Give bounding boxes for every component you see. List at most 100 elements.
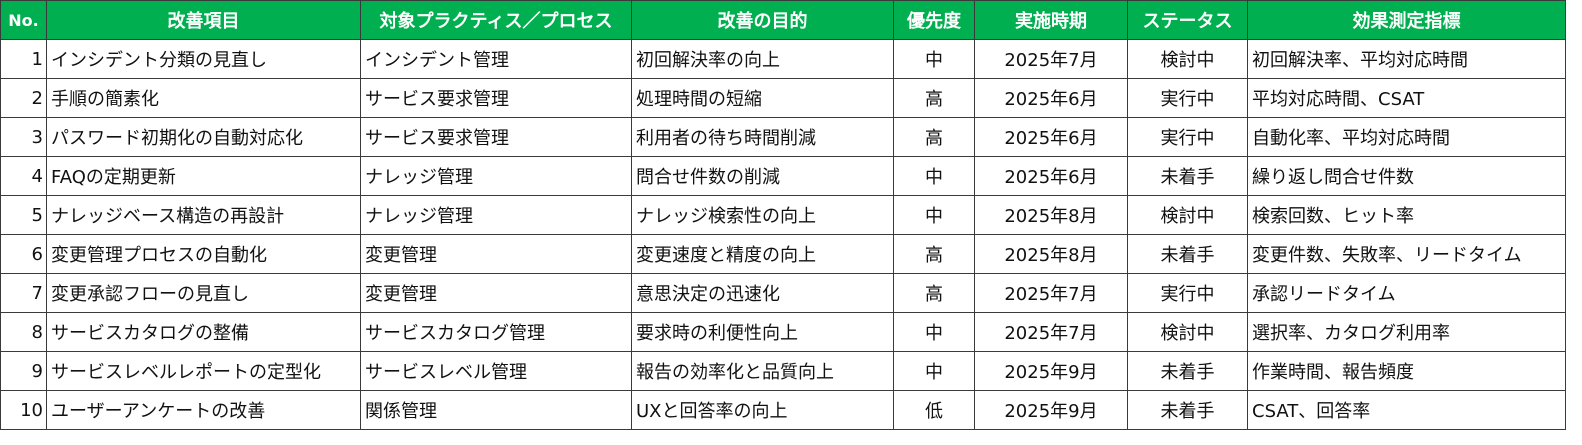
table-row: 3 パスワード初期化の自動対応化 サービス要求管理 利用者の待ち時間削減 高 2… [0, 117, 1566, 157]
cell-kpi: 初回解決率、平均対応時間 [1247, 39, 1566, 79]
cell-item: パスワード初期化の自動対応化 [46, 117, 361, 157]
cell-kpi: 検索回数、ヒット率 [1247, 195, 1566, 235]
cell-item: FAQの定期更新 [46, 156, 361, 196]
cell-purpose: 要求時の利便性向上 [631, 312, 894, 352]
header-period: 実施時期 [974, 0, 1128, 40]
cell-priority: 高 [893, 117, 975, 157]
cell-target: ナレッジ管理 [360, 195, 632, 235]
cell-purpose: ナレッジ検索性の向上 [631, 195, 894, 235]
cell-status: 実行中 [1127, 117, 1248, 157]
header-purpose: 改善の目的 [631, 0, 894, 40]
cell-kpi: 選択率、カタログ利用率 [1247, 312, 1566, 352]
cell-priority: 高 [893, 234, 975, 274]
cell-purpose: 報告の効率化と品質向上 [631, 351, 894, 391]
cell-target: インシデント管理 [360, 39, 632, 79]
header-no: No. [0, 0, 47, 40]
header-priority: 優先度 [893, 0, 975, 40]
cell-status: 実行中 [1127, 78, 1248, 118]
table-row: 1 インシデント分類の見直し インシデント管理 初回解決率の向上 中 2025年… [0, 39, 1566, 79]
cell-purpose: 変更速度と精度の向上 [631, 234, 894, 274]
cell-status: 未着手 [1127, 156, 1248, 196]
cell-priority: 低 [893, 390, 975, 430]
cell-target: サービスカタログ管理 [360, 312, 632, 352]
table-row: 9 サービスレベルレポートの定型化 サービスレベル管理 報告の効率化と品質向上 … [0, 351, 1566, 391]
table-row: 10 ユーザーアンケートの改善 関係管理 UXと回答率の向上 低 2025年9月… [0, 390, 1566, 430]
cell-no: 1 [0, 39, 47, 79]
cell-kpi: CSAT、回答率 [1247, 390, 1566, 430]
cell-item: 変更承認フローの見直し [46, 273, 361, 313]
table-row: 4 FAQの定期更新 ナレッジ管理 問合せ件数の削減 中 2025年6月 未着手… [0, 156, 1566, 196]
cell-status: 検討中 [1127, 195, 1248, 235]
cell-status: 検討中 [1127, 312, 1248, 352]
cell-status: 未着手 [1127, 234, 1248, 274]
cell-item: 変更管理プロセスの自動化 [46, 234, 361, 274]
cell-period: 2025年9月 [974, 390, 1128, 430]
cell-period: 2025年7月 [974, 312, 1128, 352]
cell-kpi: 繰り返し問合せ件数 [1247, 156, 1566, 196]
cell-item: サービスカタログの整備 [46, 312, 361, 352]
table-row: 8 サービスカタログの整備 サービスカタログ管理 要求時の利便性向上 中 202… [0, 312, 1566, 352]
improvement-table: No. 改善項目 対象プラクティス／プロセス 改善の目的 優先度 実施時期 ステ… [0, 0, 1566, 430]
cell-priority: 中 [893, 195, 975, 235]
cell-period: 2025年8月 [974, 195, 1128, 235]
cell-kpi: 平均対応時間、CSAT [1247, 78, 1566, 118]
cell-period: 2025年9月 [974, 351, 1128, 391]
cell-item: インシデント分類の見直し [46, 39, 361, 79]
cell-period: 2025年6月 [974, 156, 1128, 196]
cell-kpi: 作業時間、報告頻度 [1247, 351, 1566, 391]
cell-no: 7 [0, 273, 47, 313]
cell-kpi: 変更件数、失敗率、リードタイム [1247, 234, 1566, 274]
table-row: 2 手順の簡素化 サービス要求管理 処理時間の短縮 高 2025年6月 実行中 … [0, 78, 1566, 118]
table-body: 1 インシデント分類の見直し インシデント管理 初回解決率の向上 中 2025年… [0, 39, 1566, 430]
cell-period: 2025年7月 [974, 39, 1128, 79]
cell-purpose: 問合せ件数の削減 [631, 156, 894, 196]
header-kpi: 効果測定指標 [1247, 0, 1566, 40]
cell-item: ユーザーアンケートの改善 [46, 390, 361, 430]
cell-target: サービス要求管理 [360, 117, 632, 157]
cell-status: 検討中 [1127, 39, 1248, 79]
cell-period: 2025年6月 [974, 117, 1128, 157]
cell-priority: 中 [893, 351, 975, 391]
cell-target: 関係管理 [360, 390, 632, 430]
cell-period: 2025年8月 [974, 234, 1128, 274]
header-item: 改善項目 [46, 0, 361, 40]
cell-no: 2 [0, 78, 47, 118]
table-row: 7 変更承認フローの見直し 変更管理 意思決定の迅速化 高 2025年7月 実行… [0, 273, 1566, 313]
cell-status: 未着手 [1127, 390, 1248, 430]
cell-priority: 高 [893, 273, 975, 313]
cell-period: 2025年6月 [974, 78, 1128, 118]
cell-item: ナレッジベース構造の再設計 [46, 195, 361, 235]
cell-item: サービスレベルレポートの定型化 [46, 351, 361, 391]
header-row: No. 改善項目 対象プラクティス／プロセス 改善の目的 優先度 実施時期 ステ… [0, 0, 1566, 40]
cell-no: 6 [0, 234, 47, 274]
cell-target: 変更管理 [360, 273, 632, 313]
cell-no: 8 [0, 312, 47, 352]
cell-purpose: 利用者の待ち時間削減 [631, 117, 894, 157]
cell-no: 9 [0, 351, 47, 391]
cell-target: ナレッジ管理 [360, 156, 632, 196]
cell-purpose: UXと回答率の向上 [631, 390, 894, 430]
cell-purpose: 処理時間の短縮 [631, 78, 894, 118]
cell-target: サービスレベル管理 [360, 351, 632, 391]
cell-target: サービス要求管理 [360, 78, 632, 118]
cell-status: 実行中 [1127, 273, 1248, 313]
header-target: 対象プラクティス／プロセス [360, 0, 632, 40]
cell-no: 5 [0, 195, 47, 235]
cell-kpi: 自動化率、平均対応時間 [1247, 117, 1566, 157]
cell-kpi: 承認リードタイム [1247, 273, 1566, 313]
table-row: 6 変更管理プロセスの自動化 変更管理 変更速度と精度の向上 高 2025年8月… [0, 234, 1566, 274]
cell-priority: 中 [893, 39, 975, 79]
cell-period: 2025年7月 [974, 273, 1128, 313]
cell-purpose: 意思決定の迅速化 [631, 273, 894, 313]
table-row: 5 ナレッジベース構造の再設計 ナレッジ管理 ナレッジ検索性の向上 中 2025… [0, 195, 1566, 235]
cell-priority: 高 [893, 78, 975, 118]
cell-no: 3 [0, 117, 47, 157]
cell-priority: 中 [893, 312, 975, 352]
cell-priority: 中 [893, 156, 975, 196]
cell-no: 4 [0, 156, 47, 196]
cell-item: 手順の簡素化 [46, 78, 361, 118]
cell-target: 変更管理 [360, 234, 632, 274]
table-header: No. 改善項目 対象プラクティス／プロセス 改善の目的 優先度 実施時期 ステ… [0, 0, 1566, 40]
header-status: ステータス [1127, 0, 1248, 40]
cell-no: 10 [0, 390, 47, 430]
